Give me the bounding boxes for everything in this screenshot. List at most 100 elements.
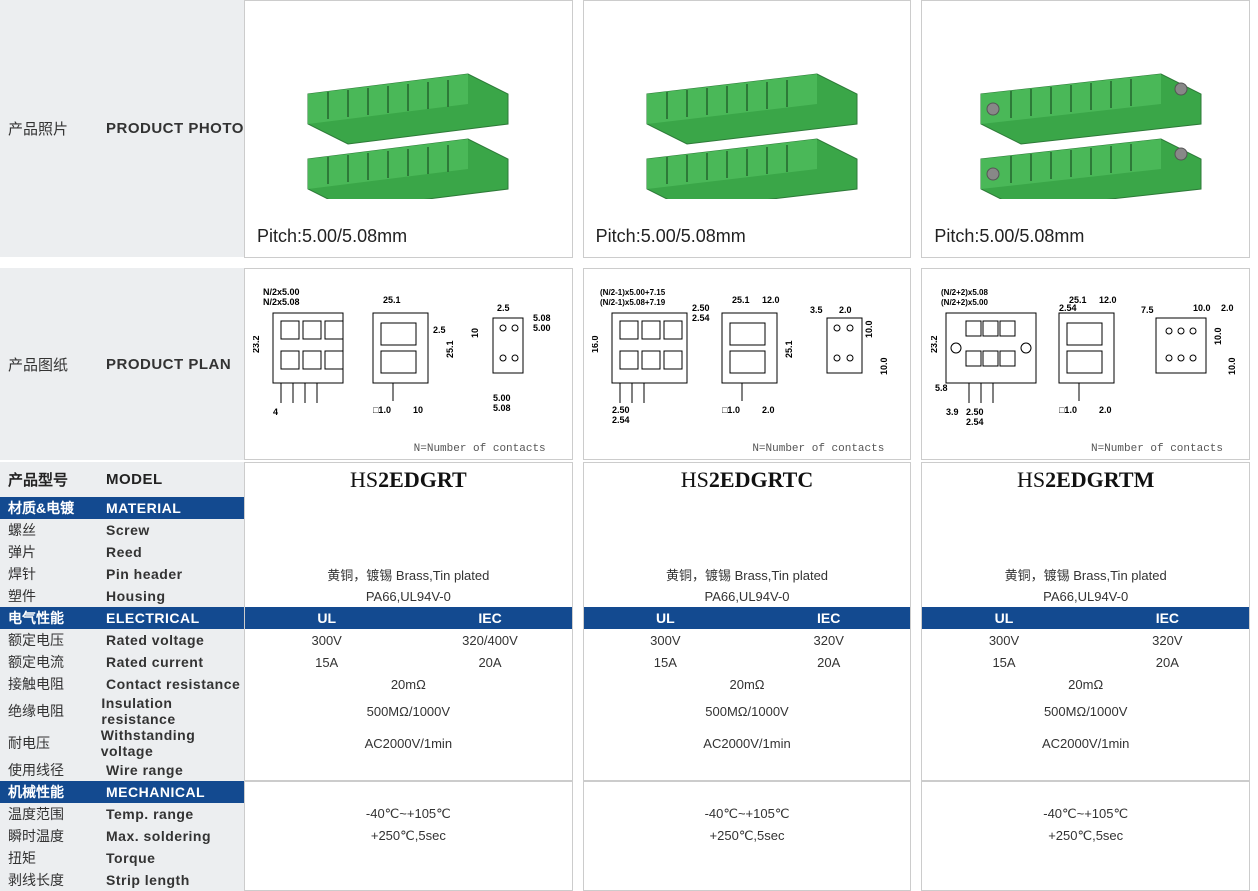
ms-1: +250℃,5sec [583, 825, 912, 847]
ir-1: 500MΩ/1000V [583, 695, 912, 727]
withstanding-voltage-row: 耐电压 Withstanding voltage AC2000V/1min AC… [0, 727, 1258, 759]
material-header-label: 材质&电镀 MATERIAL [0, 497, 244, 519]
svg-text:16.0: 16.0 [592, 335, 600, 353]
svg-text:2.0: 2.0 [1221, 303, 1234, 313]
housing-1: PA66,UL94V-0 [583, 585, 912, 607]
svg-text:2.0: 2.0 [762, 405, 775, 415]
wv-1: AC2000V/1min [583, 727, 912, 759]
material-cell-0 [244, 497, 573, 519]
plan-data-area: N/2x5.00 N/2x5.08 23.2 [244, 268, 1258, 460]
ul-label: UL [245, 610, 408, 626]
cr-0: 20mΩ [244, 673, 573, 695]
screw-0 [244, 519, 573, 541]
wv-2: AC2000V/1min [921, 727, 1250, 759]
tr-2: -40℃~+105℃ [921, 803, 1250, 825]
pinheader-2: 黄铜，镀锡 Brass,Tin plated [921, 563, 1250, 585]
wire-range-row: 使用线径 Wire range [0, 759, 1258, 781]
housing-0: PA66,UL94V-0 [244, 585, 573, 607]
svg-text:10: 10 [470, 328, 480, 338]
ir-0: 500MΩ/1000V [244, 695, 573, 727]
housing-2: PA66,UL94V-0 [921, 585, 1250, 607]
rc-2: 15A20A [921, 651, 1250, 673]
svg-text:23.2: 23.2 [931, 335, 939, 353]
svg-text:□1.0: □1.0 [1059, 405, 1077, 415]
cr-2: 20mΩ [921, 673, 1250, 695]
mechanical-header-row: 机械性能 MECHANICAL [0, 781, 1258, 803]
diagram-1: (N/2-1)x5.00+7.15 (N/2-1)x5.08+7.19 2.50… [590, 275, 905, 441]
insulation-resistance-row: 绝缘电阻 Insulation resistance 500MΩ/1000V 5… [0, 695, 1258, 727]
plan-label-cn: 产品图纸 [8, 354, 106, 375]
ms-0: +250℃,5sec [244, 825, 573, 847]
svg-text:5.8: 5.8 [935, 383, 948, 393]
svg-text:(N/2+2)x5.08: (N/2+2)x5.08 [941, 288, 988, 297]
photo-cell-2: Pitch:5.00/5.08mm [921, 0, 1250, 258]
pitch-text-1: Pitch:5.00/5.08mm [594, 226, 901, 247]
photo-label-en: PRODUCT PHOTO [106, 120, 244, 137]
svg-text:3.9: 3.9 [946, 407, 959, 417]
uliec-header-2: UL IEC [921, 607, 1250, 629]
rc-0: 15A20A [244, 651, 573, 673]
svg-text:10.0: 10.0 [864, 320, 874, 338]
svg-text:25.1: 25.1 [445, 340, 455, 358]
photo-data-area: Pitch:5.00/5.08mm [244, 0, 1258, 258]
reed-0 [244, 541, 573, 563]
svg-text:25.1: 25.1 [784, 340, 794, 358]
svg-text:□1.0: □1.0 [722, 405, 740, 415]
pinheader-1: 黄铜，镀锡 Brass,Tin plated [583, 563, 912, 585]
sl-2 [921, 869, 1250, 891]
rv-2: 300V320V [921, 629, 1250, 651]
datasheet-container: 产品照片 PRODUCT PHOTO [0, 0, 1258, 891]
housing-row: 塑件 Housing PA66,UL94V-0 PA66,UL94V-0 PA6… [0, 585, 1258, 607]
model-0: HS2EDGRT [244, 462, 573, 497]
svg-text:10.0: 10.0 [1227, 357, 1237, 375]
model-row: 产品型号 MODEL HS2EDGRT HS2EDGRTC HS2EDGRTM [0, 462, 1258, 497]
svg-text:10: 10 [413, 405, 423, 415]
tr-0: -40℃~+105℃ [244, 803, 573, 825]
model-label-cn: 产品型号 [8, 469, 106, 490]
strip-length-row: 剥线长度 Strip length [0, 869, 1258, 891]
svg-text:23.2: 23.2 [253, 335, 261, 353]
model-label: 产品型号 MODEL [0, 462, 244, 497]
svg-text:25.1: 25.1 [383, 295, 401, 305]
ms-2: +250℃,5sec [921, 825, 1250, 847]
reed-2 [921, 541, 1250, 563]
svg-text:2.50: 2.50 [612, 405, 630, 415]
rv-1: 300V320V [583, 629, 912, 651]
product-photo-row: 产品照片 PRODUCT PHOTO [0, 0, 1258, 258]
n-contacts-2: N=Number of contacts [928, 443, 1243, 455]
spec-section: 产品型号 MODEL HS2EDGRT HS2EDGRTC HS2EDGRTM … [0, 462, 1258, 891]
max-soldering-row: 瞬时温度 Max. soldering +250℃,5sec +250℃,5se… [0, 825, 1258, 847]
sl-1 [583, 869, 912, 891]
plan-cell-0: N/2x5.00 N/2x5.08 23.2 [244, 268, 573, 460]
photo-cell-1: Pitch:5.00/5.08mm [583, 0, 912, 258]
reed-row: 弹片 Reed [0, 541, 1258, 563]
wr-1 [583, 759, 912, 781]
screw-2 [921, 519, 1250, 541]
svg-text:(N/2-1)x5.08+7.19: (N/2-1)x5.08+7.19 [600, 298, 666, 307]
rated-current-row: 额定电流 Rated current 15A20A 15A20A 15A20A [0, 651, 1258, 673]
uliec-header-0: UL IEC [244, 607, 573, 629]
electrical-header-row: 电气性能 ELECTRICAL UL IEC UL IEC UL IEC [0, 607, 1258, 629]
reed-1 [583, 541, 912, 563]
mech-cell-1 [583, 781, 912, 803]
svg-text:10.0: 10.0 [879, 357, 889, 375]
mech-cell-2 [921, 781, 1250, 803]
svg-text:N/2x5.08: N/2x5.08 [263, 297, 300, 307]
svg-text:2.54: 2.54 [612, 415, 630, 425]
svg-text:12.0: 12.0 [762, 295, 780, 305]
material-cell-1 [583, 497, 912, 519]
contact-resistance-row: 接触电阻 Contact resistance 20mΩ 20mΩ 20mΩ [0, 673, 1258, 695]
rv-0: 300V320/400V [244, 629, 573, 651]
svg-text:12.0: 12.0 [1099, 295, 1117, 305]
plan-label-en: PRODUCT PLAN [106, 356, 231, 373]
photo-label: 产品照片 PRODUCT PHOTO [0, 0, 244, 258]
svg-text:5.00: 5.00 [533, 323, 551, 333]
model-label-en: MODEL [106, 471, 163, 488]
product-plan-row: 产品图纸 PRODUCT PLAN N/2x5.00 N/2x5.08 [0, 268, 1258, 460]
rated-voltage-row: 额定电压 Rated voltage 300V320/400V 300V320V… [0, 629, 1258, 651]
pitch-text-2: Pitch:5.00/5.08mm [932, 226, 1239, 247]
svg-text:□1.0: □1.0 [373, 405, 391, 415]
n-contacts-0: N=Number of contacts [251, 443, 566, 455]
svg-text:2.50: 2.50 [966, 407, 984, 417]
diagram-0: N/2x5.00 N/2x5.08 23.2 [251, 275, 566, 441]
